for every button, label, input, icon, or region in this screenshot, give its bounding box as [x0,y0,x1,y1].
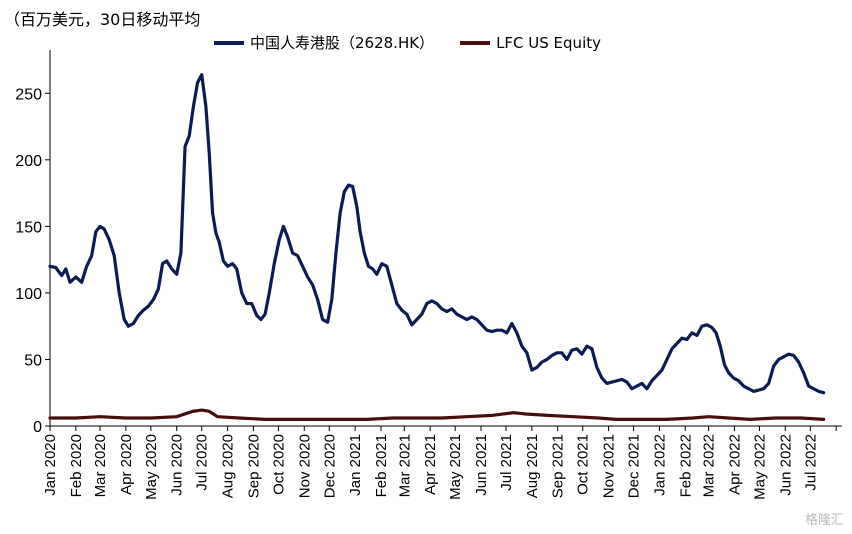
x-tick-label-23: Dec 2021 [626,434,643,498]
x-tick-label-25: Feb 2022 [677,434,694,497]
x-tick-label-3: Apr 2020 [118,434,135,495]
legend-item-lfc: LFC US Equity [460,34,601,52]
chart-unit-label: （百万美元，30日移动平均 [4,10,201,29]
x-tick-label-0: Jan 2020 [42,434,59,496]
x-tick-label-20: Sep 2021 [550,434,567,498]
legend-swatch-lfc [460,40,491,45]
legend-label-lfc: LFC US Equity [496,33,601,52]
y-tick-label-200: 200 [15,153,42,170]
legend-label-2628hk: 中国人寿港股（2628.HK） [250,34,435,52]
y-tick-label-50: 50 [24,352,42,369]
x-tick-label-7: Aug 2020 [220,434,237,498]
y-tick-label-150: 150 [15,219,42,236]
x-tick-label-18: Jul 2021 [498,434,515,491]
x-tick-label-14: Mar 2021 [396,434,413,497]
x-tick-label-6: Jul 2020 [194,434,211,491]
x-tick-label-1: Feb 2020 [68,434,85,497]
legend-swatch-2628hk [214,40,244,45]
x-tick-label-5: Jun 2020 [169,434,186,496]
legend-item-2628hk: 中国人寿港股（2628.HK） [214,32,434,53]
x-tick-label-27: Apr 2022 [726,434,743,495]
x-tick-label-21: Oct 2021 [575,434,592,495]
x-tick-label-26: Mar 2022 [701,434,718,497]
x-tick-label-29: Jun 2022 [777,434,794,496]
series-line-0 [48,73,826,395]
watermark: 格隆汇 [804,513,844,528]
x-tick-label-8: Sep 2020 [245,434,262,498]
series-line-1 [48,408,826,421]
y-tick-label-250: 250 [15,86,42,103]
y-tick-label-0: 0 [33,419,42,436]
x-tick-label-13: Feb 2021 [373,434,390,497]
x-tick-label-15: Apr 2021 [422,434,439,495]
x-tick-label-19: Aug 2021 [524,434,541,498]
x-tick-label-2: Mar 2020 [92,434,109,497]
x-tick-label-9: Oct 2020 [270,434,287,495]
x-tick-label-30: Jul 2022 [802,434,819,491]
y-tick-label-100: 100 [15,286,42,303]
x-tick-label-16: May 2021 [447,434,464,500]
x-tick-label-11: Dec 2020 [321,434,338,498]
x-tick-label-22: Nov 2021 [601,434,618,498]
x-tick-label-10: Nov 2020 [296,434,313,498]
chart-legend: 中国人寿港股（2628.HK） LFC US Equity [214,32,601,53]
x-tick-label-4: May 2020 [143,434,160,500]
x-tick-label-17: Jun 2021 [473,434,490,496]
x-tick-label-24: Jan 2022 [651,434,668,496]
x-tick-label-12: Jan 2021 [347,434,364,496]
x-tick-label-28: May 2022 [751,434,768,500]
